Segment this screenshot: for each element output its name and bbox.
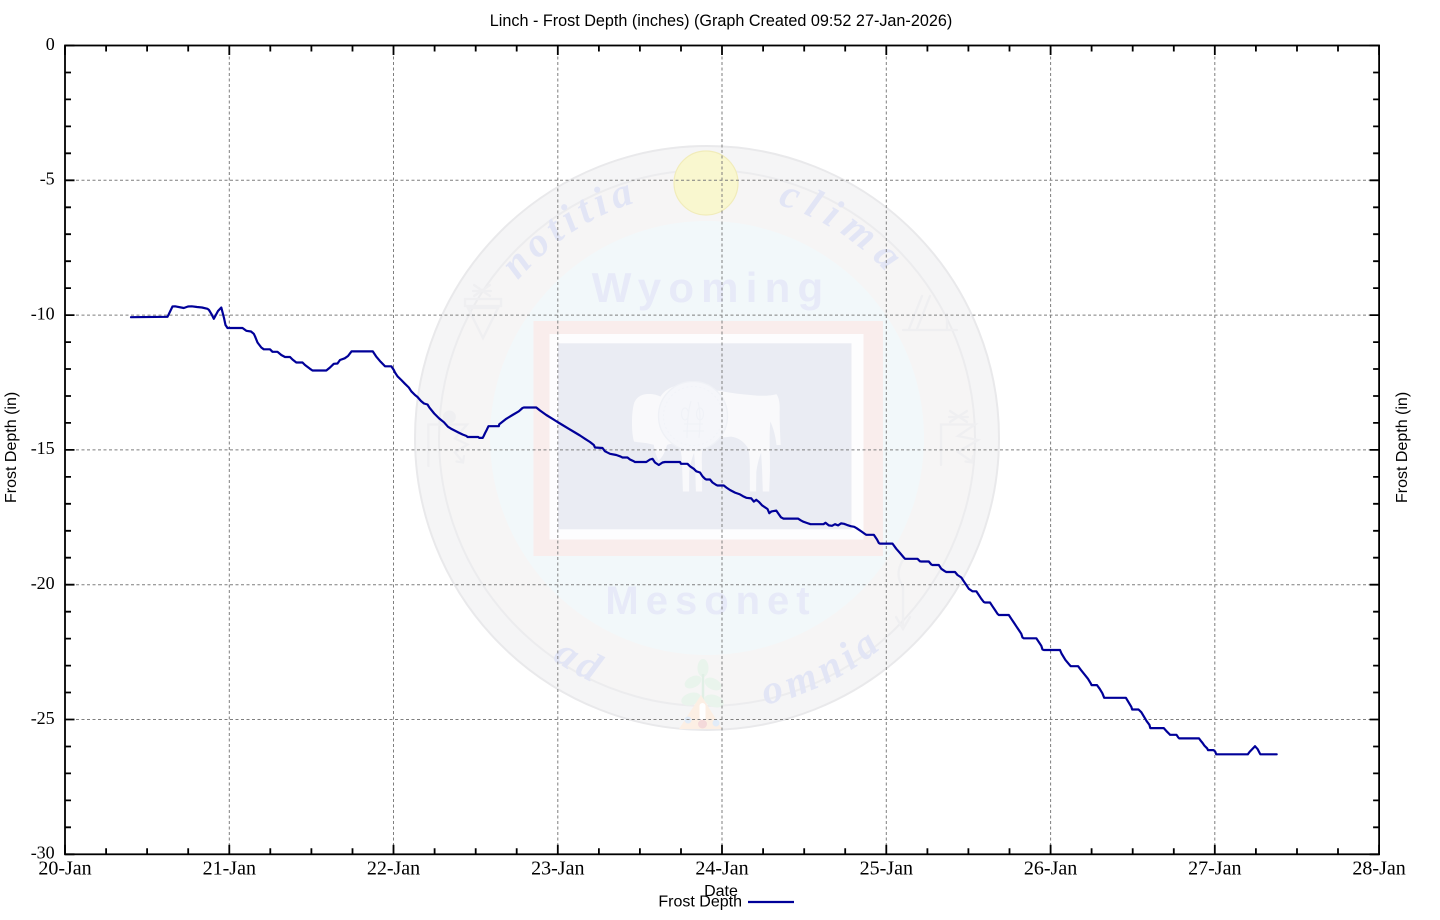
- svg-text:-5: -5: [40, 169, 55, 189]
- svg-text:Mesonet: Mesonet: [605, 579, 816, 623]
- svg-text:-20: -20: [31, 573, 55, 593]
- svg-text:0: 0: [46, 34, 55, 54]
- svg-text:Frost Depth (in): Frost Depth (in): [3, 392, 20, 503]
- svg-text:Linch - Frost Depth (inches) (: Linch - Frost Depth (inches) (Graph Crea…: [490, 12, 952, 30]
- svg-text:21-Jan: 21-Jan: [203, 858, 256, 880]
- svg-text:-10: -10: [31, 303, 55, 323]
- svg-text:24-Jan: 24-Jan: [695, 858, 748, 880]
- svg-text:28-Jan: 28-Jan: [1352, 858, 1405, 880]
- svg-text:25-Jan: 25-Jan: [860, 858, 913, 880]
- svg-text:Wyoming: Wyoming: [592, 264, 831, 311]
- svg-text:-15: -15: [31, 438, 55, 458]
- svg-text:Frost Depth (in): Frost Depth (in): [1394, 392, 1411, 503]
- svg-text:-30: -30: [31, 843, 55, 863]
- svg-text:Frost Depth: Frost Depth: [658, 894, 742, 911]
- svg-text:23-Jan: 23-Jan: [531, 858, 584, 880]
- svg-text:-25: -25: [31, 708, 55, 728]
- svg-text:Date: Date: [704, 883, 738, 900]
- svg-text:27-Jan: 27-Jan: [1188, 858, 1241, 880]
- svg-text:22-Jan: 22-Jan: [367, 858, 420, 880]
- svg-text:26-Jan: 26-Jan: [1024, 858, 1077, 880]
- svg-text:20-Jan: 20-Jan: [38, 858, 91, 880]
